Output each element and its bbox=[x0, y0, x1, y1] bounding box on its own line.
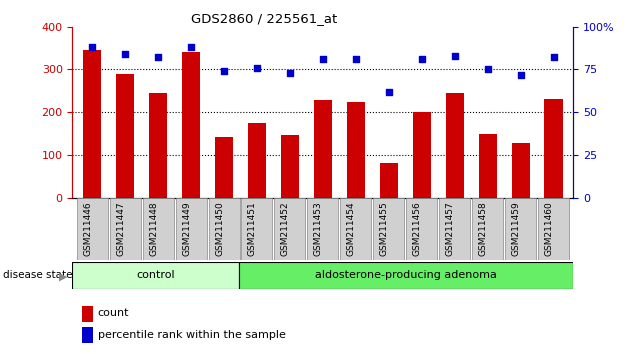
Text: count: count bbox=[98, 308, 129, 318]
Text: GSM211454: GSM211454 bbox=[347, 201, 356, 256]
Bar bbox=[215, 137, 233, 198]
FancyBboxPatch shape bbox=[142, 198, 174, 260]
Text: GSM211449: GSM211449 bbox=[182, 201, 191, 256]
FancyBboxPatch shape bbox=[307, 198, 338, 260]
Point bbox=[351, 56, 361, 62]
Bar bbox=[281, 135, 299, 198]
Text: GSM211459: GSM211459 bbox=[512, 201, 520, 256]
Text: GSM211458: GSM211458 bbox=[479, 201, 488, 256]
Point bbox=[219, 68, 229, 74]
Point bbox=[285, 70, 295, 76]
Point bbox=[120, 51, 130, 57]
Point bbox=[483, 67, 493, 72]
Text: aldosterone-producing adenoma: aldosterone-producing adenoma bbox=[316, 270, 497, 280]
Text: GDS2860 / 225561_at: GDS2860 / 225561_at bbox=[192, 12, 338, 25]
FancyBboxPatch shape bbox=[209, 198, 239, 260]
Point bbox=[87, 44, 97, 50]
Text: percentile rank within the sample: percentile rank within the sample bbox=[98, 330, 285, 339]
Point bbox=[153, 55, 163, 60]
Text: GSM211457: GSM211457 bbox=[445, 201, 455, 256]
Text: GSM211450: GSM211450 bbox=[215, 201, 224, 256]
FancyBboxPatch shape bbox=[505, 198, 536, 260]
FancyBboxPatch shape bbox=[72, 262, 239, 289]
Text: GSM211446: GSM211446 bbox=[83, 201, 92, 256]
Bar bbox=[479, 134, 496, 198]
Point bbox=[384, 89, 394, 95]
Bar bbox=[83, 50, 101, 198]
FancyBboxPatch shape bbox=[110, 198, 140, 260]
Point bbox=[450, 53, 460, 58]
Bar bbox=[149, 93, 167, 198]
Text: GSM211447: GSM211447 bbox=[116, 201, 125, 256]
Text: GSM211452: GSM211452 bbox=[281, 201, 290, 256]
FancyBboxPatch shape bbox=[406, 198, 437, 260]
Bar bbox=[512, 143, 530, 198]
Point bbox=[515, 72, 525, 78]
FancyBboxPatch shape bbox=[275, 198, 306, 260]
Text: GSM211453: GSM211453 bbox=[314, 201, 323, 256]
Text: ▶: ▶ bbox=[59, 272, 67, 282]
FancyBboxPatch shape bbox=[241, 198, 272, 260]
Bar bbox=[380, 163, 398, 198]
Bar bbox=[116, 74, 134, 198]
Point bbox=[549, 55, 559, 60]
Point bbox=[416, 56, 427, 62]
Text: GSM211451: GSM211451 bbox=[248, 201, 257, 256]
Bar bbox=[445, 93, 464, 198]
FancyBboxPatch shape bbox=[374, 198, 404, 260]
Point bbox=[252, 65, 262, 70]
Text: GSM211460: GSM211460 bbox=[544, 201, 554, 256]
Bar bbox=[413, 113, 431, 198]
FancyBboxPatch shape bbox=[439, 198, 470, 260]
Bar bbox=[182, 52, 200, 198]
Text: control: control bbox=[137, 270, 175, 280]
FancyBboxPatch shape bbox=[176, 198, 207, 260]
Point bbox=[186, 44, 196, 50]
Bar bbox=[346, 102, 365, 198]
FancyBboxPatch shape bbox=[472, 198, 503, 260]
FancyBboxPatch shape bbox=[340, 198, 371, 260]
Bar bbox=[544, 99, 563, 198]
Bar bbox=[314, 99, 332, 198]
Text: GSM211456: GSM211456 bbox=[413, 201, 421, 256]
Point bbox=[318, 56, 328, 62]
Text: GSM211455: GSM211455 bbox=[380, 201, 389, 256]
Text: GSM211448: GSM211448 bbox=[149, 201, 158, 256]
FancyBboxPatch shape bbox=[77, 198, 108, 260]
FancyBboxPatch shape bbox=[538, 198, 569, 260]
FancyBboxPatch shape bbox=[239, 262, 573, 289]
Text: disease state: disease state bbox=[3, 270, 72, 280]
Bar bbox=[248, 123, 266, 198]
